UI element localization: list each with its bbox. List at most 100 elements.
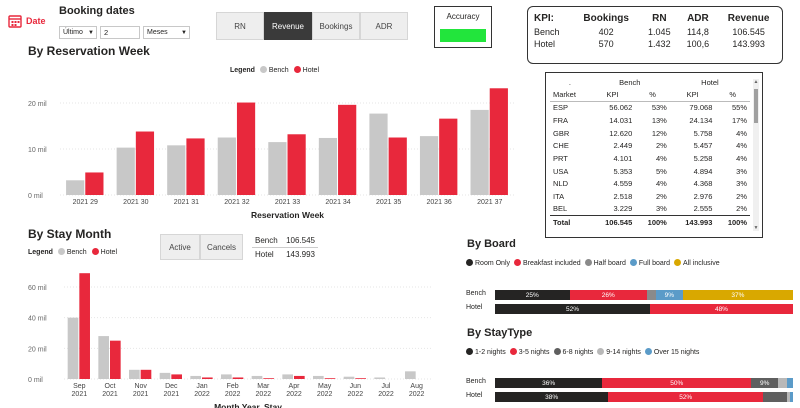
market-value-cell: 3.229 <box>613 204 633 214</box>
legend-item[interactable]: Over 15 nights <box>644 348 699 356</box>
market-value-cell: 2.518 <box>613 192 633 202</box>
x-tick-label: Apr <box>289 383 301 390</box>
legend-item[interactable]: 1-2 nights <box>466 348 506 356</box>
stacked-segment <box>790 392 793 402</box>
stacked-segment: 9% <box>751 378 779 388</box>
legend-item[interactable]: All inclusive <box>674 259 720 267</box>
market-value-cell: 14.031 <box>609 115 633 125</box>
stacked-segment: 37% <box>682 290 793 300</box>
staytype-bar-bench: 36% 50% 9% <box>495 378 793 388</box>
hotel-bar <box>79 273 90 379</box>
market-value-cell: 2.976 <box>693 192 713 202</box>
legend-label: 9-14 nights <box>606 349 641 356</box>
period-count-input[interactable]: 2 <box>100 26 140 39</box>
x-axis-title: Month Year, Stay <box>214 402 282 408</box>
market-sub-header[interactable]: Market <box>553 90 576 100</box>
table-row[interactable]: CHE 2.449 2% 5.457 4% <box>550 139 750 152</box>
market-value-cell: 13% <box>651 115 667 125</box>
market-value-cell: 5.758 <box>693 128 713 138</box>
legend-item[interactable]: 6-8 nights <box>553 348 594 356</box>
legend-hotel-dot <box>293 66 301 73</box>
period-mode-value: Último <box>63 29 83 36</box>
scrollbar-thumb[interactable] <box>754 89 758 123</box>
bench-bar <box>251 375 263 379</box>
x-tick-label: 2022 <box>317 391 333 398</box>
legend-hotel-label[interactable]: Hotel <box>302 67 319 74</box>
market-name-cell: CHE <box>553 141 569 151</box>
active-button[interactable]: Active <box>160 234 200 260</box>
legend-dot <box>514 259 522 266</box>
legend-label: Full board <box>638 260 671 267</box>
legend-item[interactable]: Half board <box>584 259 626 267</box>
legend-label: 6-8 nights <box>562 349 594 356</box>
legend-item[interactable]: Room Only <box>466 259 511 267</box>
hotel-bar <box>287 134 306 195</box>
scroll-up-icon[interactable]: ▲ <box>753 79 759 85</box>
table-row[interactable]: ITA 2.518 2% 2.976 2% <box>550 190 750 203</box>
cancels-button[interactable]: Cancels <box>200 234 243 260</box>
market-value-cell: 4% <box>656 179 667 189</box>
tab-revenue[interactable]: Revenue <box>264 12 312 40</box>
market-value-cell: 5.457 <box>693 141 713 151</box>
scroll-down-icon[interactable]: ▼ <box>753 225 759 231</box>
period-unit-value: Meses <box>147 29 168 36</box>
legend-bench-label[interactable]: Bench <box>66 249 87 256</box>
kpi-cell: Bench <box>534 27 560 37</box>
market-value-cell: 4.101 <box>613 153 633 163</box>
bench-bar <box>159 372 171 379</box>
date-label[interactable]: Date <box>26 16 46 26</box>
market-sub-header[interactable]: KPI <box>606 90 619 100</box>
legend-dot <box>553 348 561 355</box>
legend-bench-label[interactable]: Bench <box>268 67 289 74</box>
reservation-week-title: By Reservation Week <box>28 44 150 58</box>
legend-item[interactable]: Breakfast included <box>514 259 581 267</box>
table-row[interactable]: BEL 3.229 3% 2.555 2% <box>550 203 750 216</box>
legend-hotel-label[interactable]: Hotel <box>100 249 117 256</box>
reservation-week-chart: 0 mil 10 mil 20 mil 2021 29 2021 30 2021 31 20… <box>28 88 515 220</box>
y-tick-label: 0 mil <box>28 377 43 384</box>
market-value-cell: 3% <box>736 166 747 176</box>
table-row[interactable]: GBR 12.620 12% 5.758 4% <box>550 127 750 140</box>
y-tick-label: 20 mil <box>28 101 47 108</box>
tab-rn[interactable]: RN <box>216 12 264 40</box>
legend-item[interactable]: 9-14 nights <box>597 348 641 356</box>
stay-month-title: By Stay Month <box>28 227 112 241</box>
kpi-cell: 100,6 <box>686 39 710 49</box>
x-tick-label: 2022 <box>225 391 241 398</box>
market-value-cell: 4.894 <box>693 166 713 176</box>
market-sub-header[interactable]: % <box>649 90 656 100</box>
legend-item[interactable]: 3-5 nights <box>509 348 550 356</box>
table-row[interactable]: NLD 4.559 4% 4.368 3% <box>550 178 750 191</box>
legend-item[interactable]: Full board <box>629 259 671 267</box>
tab-adr[interactable]: ADR <box>360 12 408 40</box>
staytype-bar-hotel: 38% 52% <box>495 392 793 402</box>
hotel-bar <box>171 374 182 379</box>
legend-label: Breakfast included <box>523 260 581 267</box>
x-tick-label: 2021 34 <box>325 199 350 206</box>
kpi-cell: Hotel <box>534 39 556 49</box>
stacked-segment: 9% <box>655 290 683 300</box>
tab-bookings[interactable]: Bookings <box>312 12 360 40</box>
kpi-header: ADR <box>687 13 709 24</box>
table-row[interactable]: ESP 56.062 53% 79.068 55% <box>550 101 750 114</box>
hotel-bar <box>236 102 256 195</box>
x-tick-label: Feb <box>227 383 239 390</box>
x-tick-label: 2021 37 <box>477 199 502 206</box>
accuracy-indicator <box>440 29 486 42</box>
table-row[interactable]: USA 5.353 5% 4.894 3% <box>550 165 750 178</box>
table-row[interactable]: PRT 4.101 4% 5.258 4% <box>550 152 750 165</box>
period-unit-select[interactable]: Meses ▼ <box>143 26 190 39</box>
legend-dot <box>644 348 652 355</box>
market-group-header: . <box>568 77 571 87</box>
market-sub-header[interactable]: % <box>729 90 737 100</box>
legend-label: Room Only <box>475 260 511 267</box>
bench-bar <box>419 136 439 195</box>
market-table-scrollbar[interactable]: ▲ ▼ <box>753 79 759 231</box>
x-tick-label: Jan <box>196 383 207 390</box>
legend-dot <box>509 348 517 355</box>
market-sub-header[interactable]: KPI <box>686 90 699 100</box>
bench-bar <box>167 145 186 195</box>
period-mode-select[interactable]: Último ▼ <box>59 26 97 39</box>
table-row[interactable]: FRA 14.031 13% 24.134 17% <box>550 114 750 127</box>
